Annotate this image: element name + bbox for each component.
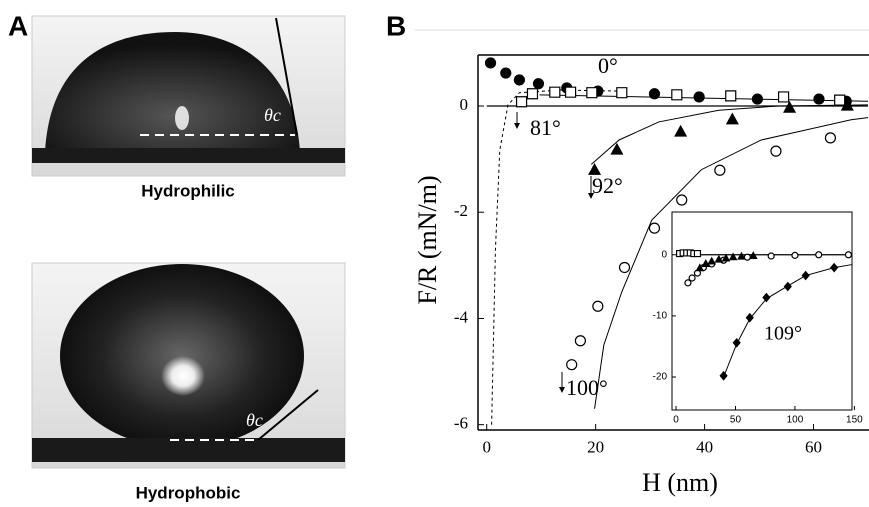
data-point (721, 253, 731, 262)
data-point (610, 142, 624, 155)
data-point (648, 222, 661, 234)
caption: Hydrophilic (141, 181, 235, 200)
data-point (684, 279, 692, 287)
data-point (695, 263, 705, 272)
data-point (777, 91, 790, 103)
data-point (688, 274, 696, 282)
data-point (728, 252, 738, 261)
data-point (592, 300, 604, 312)
annotation: 81° (530, 115, 561, 140)
inset-plot (676, 249, 853, 381)
data-point (574, 335, 587, 347)
fit-line (594, 117, 869, 409)
data-point (513, 74, 525, 86)
x-tick-label: 100 (787, 415, 804, 426)
data-point (674, 124, 688, 137)
y-tick-label: -4 (454, 307, 469, 326)
annotation: 109° (764, 323, 802, 345)
main-plot (484, 57, 869, 425)
y-tick-label: -20 (653, 372, 668, 383)
annotation: 100° (566, 375, 608, 400)
y-tick-label: 0 (460, 95, 469, 114)
data-point (676, 194, 688, 206)
fit-line (491, 89, 623, 425)
data-point (791, 251, 799, 259)
y-tick-label: -6 (454, 414, 468, 433)
data-point (844, 251, 853, 259)
y-tick-label: -2 (454, 201, 468, 220)
y-tick-label: -10 (653, 311, 668, 322)
caption: Hydrophobic (136, 483, 241, 502)
data-point (749, 251, 758, 259)
data-point (693, 249, 702, 258)
data-point (751, 93, 764, 105)
data-point (830, 262, 839, 273)
data-point (515, 96, 528, 108)
angle-label: θc (246, 410, 263, 430)
data-point (714, 164, 726, 176)
data-point (588, 163, 602, 175)
data-point (671, 89, 683, 101)
angle-label: θc (264, 105, 281, 125)
data-point (564, 86, 577, 98)
x-tick-label: 0 (482, 437, 491, 456)
data-point (500, 67, 512, 79)
data-point (762, 292, 771, 303)
arrow-head (588, 193, 594, 199)
data-point (840, 98, 854, 111)
fit-line (723, 264, 853, 378)
data-point (714, 254, 724, 263)
data-point (618, 261, 631, 274)
data-point (824, 132, 837, 144)
data-point (693, 91, 705, 103)
panel-label: B (386, 10, 406, 41)
photo-hydrophobic (31, 262, 346, 469)
x-axis-label: H (nm) (642, 468, 718, 497)
data-point (813, 93, 825, 105)
plot-frame (477, 54, 869, 431)
photo-hydrophilic (31, 15, 346, 177)
data-point (834, 94, 846, 106)
x-tick-label: 150 (846, 415, 863, 426)
data-point (815, 251, 823, 259)
data-point (732, 337, 741, 348)
annotation: 92° (592, 173, 623, 198)
data-point (648, 88, 661, 100)
inset-frame (671, 211, 853, 411)
x-tick-label: 20 (587, 437, 604, 456)
arrow-head (514, 123, 520, 129)
data-point (783, 281, 792, 292)
panel-label: A (8, 10, 28, 41)
data-point (767, 252, 775, 260)
x-tick-label: 40 (696, 437, 713, 456)
data-point (783, 100, 797, 113)
y-tick-label: 0 (661, 249, 667, 260)
y-axis-label: F/R (mN/m) (413, 175, 442, 304)
data-point (707, 256, 717, 265)
data-point (770, 145, 782, 157)
data-point (532, 78, 545, 90)
data-point (725, 112, 739, 125)
x-tick-label: 0 (673, 415, 679, 426)
data-point (737, 251, 746, 260)
data-point (701, 259, 711, 267)
annotation: 0° (598, 53, 618, 78)
fit-line (590, 104, 869, 165)
data-point (526, 88, 539, 100)
data-point (586, 87, 598, 99)
x-tick-label: 60 (805, 437, 822, 456)
arrow-head (559, 387, 565, 393)
data-point (566, 359, 578, 371)
x-tick-label: 50 (730, 415, 742, 426)
data-point (549, 86, 561, 98)
data-point (484, 57, 497, 69)
data-point (616, 87, 628, 99)
data-point (801, 270, 810, 281)
data-point (719, 370, 728, 381)
data-point (725, 90, 737, 102)
data-point (745, 312, 754, 323)
